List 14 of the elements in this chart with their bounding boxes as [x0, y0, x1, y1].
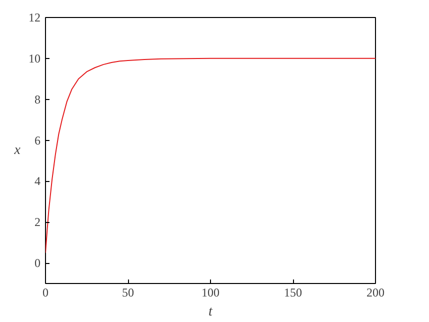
y-tick-label: 6 [34, 133, 40, 148]
y-axis-title: x [13, 143, 22, 158]
x-tick-label: 50 [122, 286, 134, 300]
x-axis-title: t [208, 304, 214, 320]
y-tick-label: 12 [28, 10, 40, 24]
y-tick-label: 4 [34, 174, 40, 188]
x-tick-label: 100 [202, 286, 220, 300]
y-tick-label: 2 [34, 215, 40, 230]
x-tick-label: 150 [284, 286, 302, 300]
y-tick-label: 0 [34, 256, 40, 270]
line-series [46, 58, 376, 254]
y-tick-label: 10 [28, 51, 40, 66]
y-tick-label: 8 [34, 92, 40, 106]
x-tick-label: 200 [366, 286, 384, 300]
